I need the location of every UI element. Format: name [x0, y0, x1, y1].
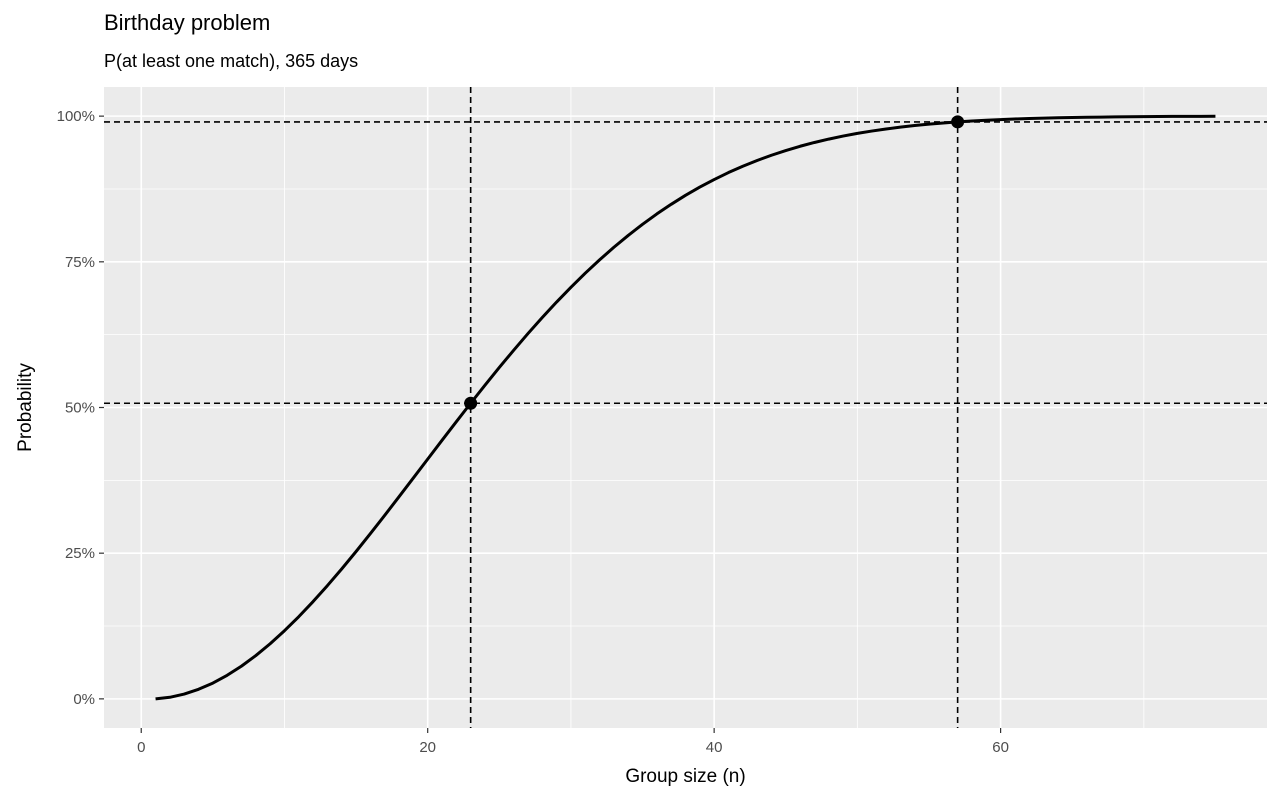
x-tick-label: 40	[706, 739, 723, 756]
y-tick-label: 75%	[65, 254, 95, 271]
chart-subtitle: P(at least one match), 365 days	[104, 51, 359, 71]
threshold-points	[464, 115, 965, 410]
threshold-point	[951, 115, 965, 129]
series-line	[155, 114, 1216, 701]
x-tick-label: 20	[419, 739, 436, 756]
chart-title: Birthday problem	[104, 10, 271, 35]
y-tick-label: 0%	[73, 691, 95, 708]
y-tick-label: 50%	[65, 400, 95, 417]
x-tick-label: 0	[137, 739, 145, 756]
series-group	[155, 114, 1216, 701]
y-tick-label: 100%	[57, 108, 95, 125]
axis-ticks: 0 20 40 60 0% 25% 50% 75% 100%	[57, 108, 1009, 756]
y-axis-title: Probability	[15, 363, 36, 452]
x-tick-label: 60	[992, 739, 1009, 756]
y-tick-label: 25%	[65, 545, 95, 562]
x-axis-title: Group size (n)	[625, 766, 745, 787]
threshold-point	[464, 396, 478, 410]
